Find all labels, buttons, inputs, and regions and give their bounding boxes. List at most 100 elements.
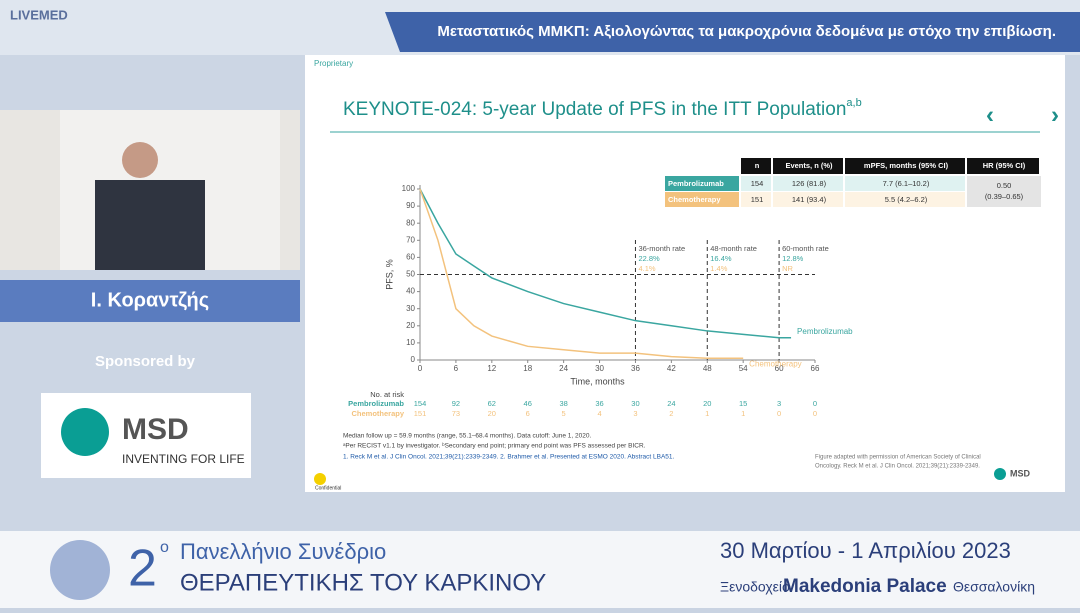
y-tick-label: 20 [406,321,415,330]
rate-chemo: 1.4% [710,264,727,273]
footnote: ᵃPer RECIST v1.1 by investigator. ᵇSecon… [343,443,646,450]
risk-count: 73 [452,409,460,418]
table-text: 151 [751,195,764,204]
risk-count: 0 [813,399,817,408]
speaker-name: Ι. Κοραντζής [91,289,209,311]
slide-title-sup: a,b [846,97,861,109]
y-tick-label: 70 [406,235,415,244]
y-tick-label: 40 [406,287,415,296]
x-axis-label: Time, months [570,376,625,386]
x-tick-label: 66 [811,364,820,373]
banner-globe [50,540,110,600]
y-tick-label: 80 [406,218,415,227]
slide [305,55,1065,492]
y-tick-label: 50 [406,270,415,279]
sponsor-label: Sponsored by [95,353,196,370]
survival-curve [419,188,744,360]
table-text: Pembrolizumab [668,179,724,188]
x-tick-label: 48 [703,364,712,373]
x-tick-label: 60 [775,364,784,373]
table-cell [665,176,739,191]
table-cell [741,192,771,207]
summary-table: n Events, n (%) mPFS, months (95% CI) HR (9… [665,158,1041,207]
slide-title: KEYNOTE-024: 5-year Update of PFS in the… [343,97,862,120]
risk-count: 4 [597,409,601,418]
risk-name: Pembrolizumab [348,399,404,408]
table-text: 154 [751,179,764,188]
title-bar [385,12,1080,52]
x-tick-label: 12 [487,364,496,373]
speaker-head [122,142,158,178]
table-text: 141 (93.4) [792,195,827,204]
table-cell [665,192,739,207]
legend-entry: Pembrolizumab [797,327,853,336]
table-header-cell [773,158,843,174]
table-text: Chemotherapy [668,195,721,204]
confidential-icon [314,473,326,485]
banner-line2: ΘΕΡΑΠΕΥΤΙΚΗΣ ΤΟΥ ΚΑΡΚΙΝΟΥ [180,569,546,596]
rate-pembro: 16.4% [710,254,732,263]
sponsor-brand: MSD [122,413,189,446]
rate-chemo: 4.1% [638,264,655,273]
y-tick-label: 30 [406,304,415,313]
hr-text: (0.39–0.65) [985,192,1024,201]
banner [0,531,1080,608]
y-tick-label: 10 [406,338,415,347]
table-header: n [755,161,760,170]
risk-count: 46 [524,399,532,408]
slide-logo: MSD [1010,468,1031,478]
rate-title: 48-month rate [710,244,757,253]
y-tick-label: 60 [406,253,415,262]
risk-count: 6 [526,409,530,418]
risk-count: 24 [667,399,675,408]
banner-ordinal-sup: ο [160,539,169,556]
x-tick-label: 24 [559,364,568,373]
risk-count: 1 [741,409,745,418]
table-cell [845,192,965,207]
speaker [95,180,205,270]
risk-count: 20 [703,399,711,408]
risk-count: 0 [813,409,817,418]
msd-mark [61,408,109,456]
next-button[interactable]: › [1051,101,1059,128]
rate-pembro: 22.8% [638,254,660,263]
rate-title: 60-month rate [782,244,829,253]
risk-count: 62 [488,399,496,408]
y-tick-label: 90 [406,201,415,210]
banner-ordinal: 2 [128,540,157,598]
prev-button[interactable]: ‹ [986,101,994,128]
rate-pembro: 12.8% [782,254,804,263]
risk-count: 15 [739,399,747,408]
brand: LIVEMED [10,7,68,22]
y-axis-label: PFS, % [384,259,394,290]
table-header-cell [741,158,771,174]
x-tick-label: 54 [739,364,748,373]
x-tick-label: 36 [631,364,640,373]
credit: Figure adapted with permission of Americ… [815,455,981,461]
table-header-cell [845,158,965,174]
table-header-cell [967,158,1039,174]
x-tick-label: 18 [523,364,532,373]
banner-line1: Πανελλήνιο Συνέδριο [180,539,386,564]
table-header: Events, n (%) [785,161,833,170]
table-cell [773,192,843,207]
table-cell [845,176,965,191]
header-title: Μεταστατικός ΜΜΚΠ: Αξιολογώντας τα μακρο… [437,23,1056,40]
sponsor-tagline: INVENTING FOR LIFE [122,452,245,466]
risk-count: 38 [559,399,567,408]
table-cell [967,176,1041,207]
km-chart: 0 10 20 30 40 50 60 70 80 90 100 0 6 12 18 24 30 36 42 48 54… [384,184,853,386]
table-text: 5.5 (4.2–6.2) [885,195,928,204]
x-tick-label: 0 [418,364,423,373]
risk-count: 3 [633,409,637,418]
survival-curve [419,188,792,339]
footnote: Median follow up = 59.9 months (range, 5… [343,433,591,440]
confidential: Confidential [315,485,341,491]
y-tick-label: 0 [411,355,416,364]
x-tick-label: 30 [595,364,604,373]
risk-count: 5 [562,409,566,418]
risk-count: 3 [777,399,781,408]
banner-city: Θεσσαλονίκη [953,579,1035,595]
